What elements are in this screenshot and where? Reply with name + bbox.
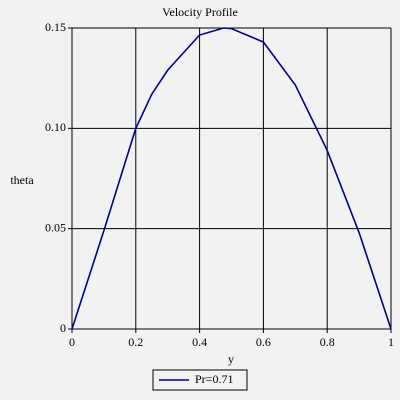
legend-label: Pr=0.71 [195, 372, 233, 386]
x-tick-label: 0 [69, 335, 75, 349]
y-tick-label: 0.15 [45, 20, 66, 34]
x-tick-label: 0.2 [128, 335, 143, 349]
chart-title: Velocity Profile [162, 5, 238, 19]
x-tick-label: 1 [388, 335, 394, 349]
y-tick-label: 0.10 [45, 120, 66, 134]
y-tick-label: 0 [60, 321, 66, 335]
y-axis-label: theta [10, 173, 34, 187]
data-line [71, 27, 392, 330]
x-axis-label: y [228, 352, 234, 366]
y-tick-label: 0.05 [45, 220, 66, 234]
x-tick-label: 0.4 [192, 335, 207, 349]
legend-box [152, 369, 248, 391]
x-tick-label: 0.6 [256, 335, 271, 349]
x-tick-label: 0.8 [320, 335, 335, 349]
